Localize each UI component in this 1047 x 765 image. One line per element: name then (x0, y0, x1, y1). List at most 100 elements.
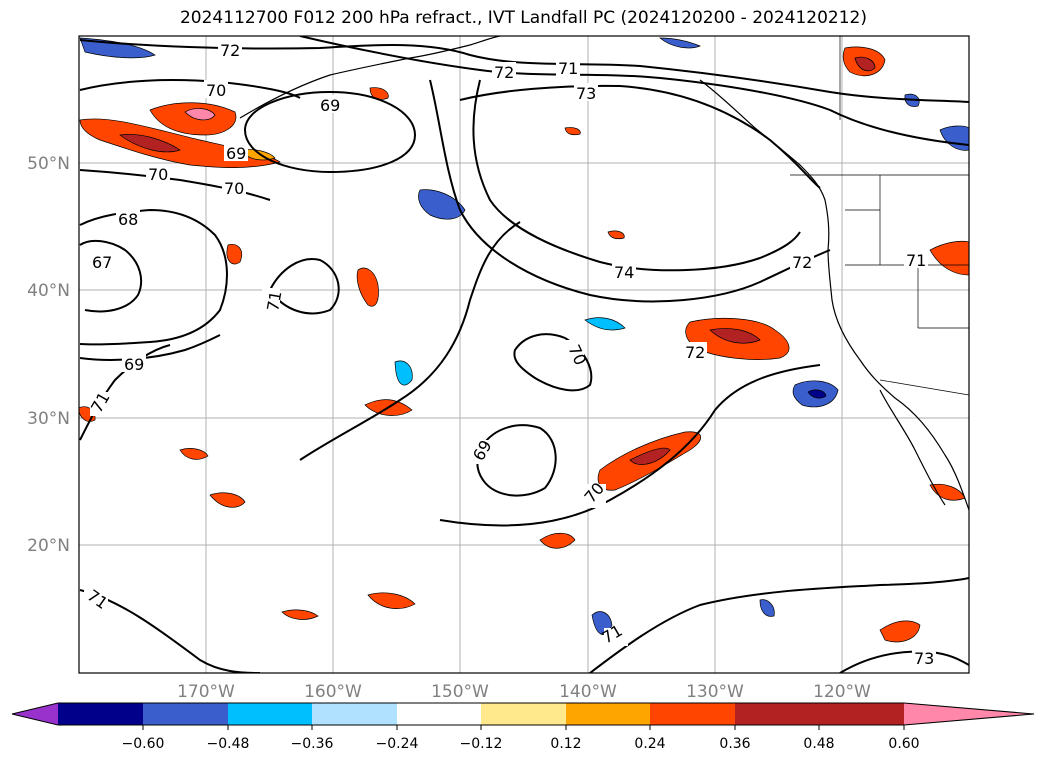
patch-west-south (209, 492, 246, 508)
contour-label-72b: 72 (494, 63, 514, 82)
contour-71-subtropical (439, 364, 821, 527)
contour-label-74: 74 (614, 263, 634, 282)
label-bg (492, 62, 516, 80)
latitude-labels: 50°N 40°N 30°N 20°N (27, 154, 70, 556)
patch-offshore-core (709, 328, 761, 344)
label-bg (222, 178, 246, 196)
patch-south-1 (367, 592, 416, 609)
patch-north-pacific-2 (149, 102, 237, 136)
contour-label-72a: 72 (220, 41, 240, 60)
colorbar-segment (566, 703, 650, 725)
colorbar-segment (650, 703, 735, 725)
map-background (79, 36, 969, 673)
label-bg (912, 648, 936, 666)
contour-67 (79, 239, 143, 313)
patch-midpac-negative (418, 189, 466, 220)
patch-nw-negative (79, 37, 156, 59)
colorbar-tick-label: −0.24 (376, 736, 419, 752)
label-bg (218, 40, 242, 58)
contour-70-south (79, 589, 261, 673)
lon-label-170w: 170°W (177, 682, 235, 702)
colorbar-ticks (142, 725, 905, 730)
label-bg (262, 288, 280, 312)
contour-label-71a: 71 (558, 59, 578, 78)
patch-north-negative (659, 37, 701, 49)
contour-74 (472, 79, 801, 272)
lon-label-160w: 160°W (304, 682, 362, 702)
positive-anomaly-patches (79, 46, 969, 643)
colorbar-tick-label: 0.24 (634, 736, 665, 752)
patch-midpacific-1 (356, 267, 379, 307)
label-bg (84, 583, 108, 601)
patch-south-east (879, 620, 921, 643)
patch-south-3 (539, 532, 576, 549)
patch-north-pacific-core (184, 108, 216, 121)
colorbar: −0.60 −0.48 −0.36 −0.24 −0.12 0.12 0.24 … (11, 702, 1035, 752)
contour-69-west (79, 334, 221, 361)
patch-south-2 (281, 609, 319, 620)
label-bg (584, 484, 606, 508)
colorbar-tick-label: 0.60 (888, 736, 919, 752)
colorbar-outline (11, 702, 1035, 726)
contour-label-73: 73 (576, 84, 596, 103)
graticule (79, 36, 969, 673)
label-bg (116, 209, 140, 227)
contour-label-70b: 70 (148, 165, 168, 184)
colorbar-segment (58, 703, 143, 725)
contour-72-north (79, 39, 969, 103)
colorbar-tick-label: 0.48 (803, 736, 834, 752)
lon-label-150w: 150°W (431, 682, 489, 702)
contour-70-sw (79, 344, 171, 441)
patch-small-3 (369, 87, 389, 100)
contour-71-closed (268, 258, 340, 315)
patch-offshore-negative (584, 317, 626, 331)
colorbar-tick-label: −0.48 (207, 736, 250, 752)
label-bg (566, 340, 584, 364)
label-bg (904, 250, 928, 268)
patch-small-5 (607, 230, 625, 240)
contour-71-north (299, 36, 969, 146)
colorbar-tick-label: −0.60 (122, 736, 165, 752)
label-bg (224, 143, 248, 161)
label-bg (146, 164, 170, 182)
patch-small-4 (564, 127, 581, 136)
contour-label-72d: 72 (685, 343, 705, 362)
colorbar-segment (397, 703, 481, 725)
border-us-mexico (879, 379, 969, 396)
contour-label-69b: 69 (226, 144, 246, 163)
contour-label-71b: 71 (263, 289, 285, 312)
label-bg (574, 83, 598, 101)
label-bg (90, 252, 114, 270)
map-frame (78, 35, 970, 674)
contour-label-70a: 70 (206, 81, 226, 100)
patch-midpac-negative-2 (394, 360, 413, 386)
patch-subtropical-core (629, 447, 671, 465)
patch-small-2 (179, 448, 209, 460)
contour-68 (79, 208, 228, 346)
contour-label-71c: 71 (906, 251, 926, 270)
label-bg (318, 95, 342, 113)
lat-label-50n: 50°N (27, 154, 70, 174)
contour-label-67: 67 (92, 253, 112, 272)
patch-east-edge (929, 240, 969, 276)
colorbar-tick-label: −0.12 (460, 736, 503, 752)
patch-south-negative-2 (759, 599, 775, 617)
patch-north-pacific-3 (119, 134, 181, 153)
colorbar-segment (735, 703, 819, 725)
contour-label-70c: 70 (224, 179, 244, 198)
contour-label-69c: 69 (124, 355, 144, 374)
patch-small-1 (226, 244, 242, 265)
colorbar-segment (819, 703, 904, 725)
label-bg (90, 392, 108, 416)
colorbar-extend-high (904, 703, 1034, 725)
coast-alaska-peninsula (239, 36, 501, 119)
patch-ne-core (854, 56, 876, 72)
contour-71-mid (299, 221, 521, 461)
label-bg (470, 440, 492, 464)
map-title: 2024112700 F012 200 hPa refract., IVT La… (179, 8, 867, 28)
lon-label-120w: 120°W (813, 682, 871, 702)
label-bg (604, 628, 628, 646)
label-bg (612, 262, 636, 280)
label-bg (683, 342, 707, 360)
